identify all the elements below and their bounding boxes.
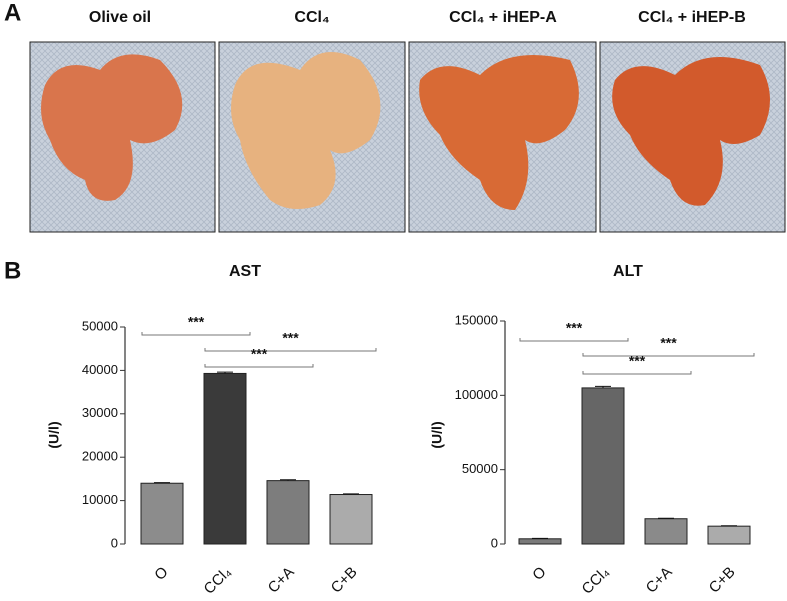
photo bbox=[408, 41, 597, 233]
panel-label: B bbox=[4, 257, 21, 284]
x-tick-label: C+A bbox=[643, 564, 676, 597]
photo-title: CCl₄ + iHEP-B bbox=[638, 9, 746, 26]
significance-label: *** bbox=[660, 335, 677, 351]
y-tick-label: 10000 bbox=[82, 492, 118, 507]
y-tick-label: 30000 bbox=[82, 405, 118, 420]
x-tick-label: C+A bbox=[265, 564, 298, 597]
photo-title: Olive oil bbox=[89, 9, 151, 26]
significance-label: *** bbox=[188, 314, 205, 330]
significance-label: *** bbox=[566, 320, 583, 336]
significance-bracket bbox=[204, 348, 377, 352]
y-tick-label: 150000 bbox=[455, 312, 498, 327]
significance-label: *** bbox=[282, 330, 299, 346]
error-bar bbox=[595, 385, 611, 388]
bar bbox=[266, 480, 310, 545]
y-axis-label: (U/l) bbox=[46, 421, 62, 448]
error-bar bbox=[343, 493, 359, 495]
x-tick-label: C+B bbox=[328, 564, 361, 597]
significance-bracket bbox=[141, 332, 251, 336]
chart-title: AST bbox=[229, 263, 261, 280]
photo bbox=[599, 41, 786, 233]
significance-bracket bbox=[204, 364, 314, 368]
y-tick-label: 50000 bbox=[82, 318, 118, 333]
photo-title: CCl₄ bbox=[294, 9, 329, 26]
error-bar bbox=[217, 371, 233, 374]
bar bbox=[203, 372, 247, 545]
y-tick-label: 20000 bbox=[82, 449, 118, 464]
photo-title: CCl₄ + iHEP-A bbox=[449, 9, 557, 26]
chart-title: ALT bbox=[613, 263, 643, 280]
bar bbox=[644, 518, 688, 545]
panel-label: A bbox=[4, 0, 21, 26]
y-tick-label: 0 bbox=[491, 535, 498, 550]
significance-bracket bbox=[519, 338, 629, 342]
x-tick-label: CCl₄ bbox=[579, 564, 613, 598]
error-bar bbox=[280, 479, 296, 481]
significance-label: *** bbox=[629, 353, 646, 369]
bar bbox=[707, 525, 751, 545]
error-bar bbox=[154, 482, 170, 484]
x-tick-label: O bbox=[529, 564, 549, 584]
x-tick-label: C+B bbox=[706, 564, 739, 597]
bar bbox=[329, 494, 373, 545]
photo bbox=[218, 41, 406, 233]
y-tick-label: 0 bbox=[111, 535, 118, 550]
bar bbox=[140, 482, 184, 545]
significance-bracket bbox=[582, 353, 755, 357]
significance-bracket bbox=[582, 371, 692, 375]
bar bbox=[518, 538, 562, 545]
bar bbox=[581, 387, 625, 545]
y-axis-label: (U/l) bbox=[429, 421, 445, 448]
significance-label: *** bbox=[251, 346, 268, 362]
x-tick-label: O bbox=[151, 564, 171, 584]
y-tick-label: 40000 bbox=[82, 362, 118, 377]
x-tick-label: CCl₄ bbox=[201, 564, 235, 598]
y-tick-label: 50000 bbox=[462, 461, 498, 476]
photo bbox=[29, 41, 216, 233]
y-tick-label: 100000 bbox=[455, 387, 498, 402]
